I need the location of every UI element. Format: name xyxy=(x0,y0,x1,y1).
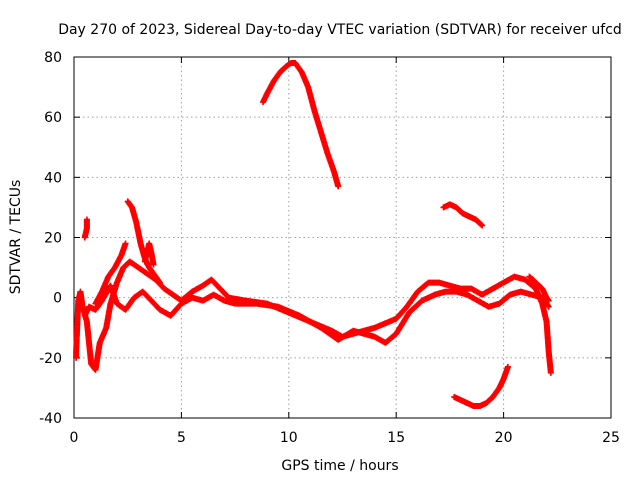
x-axis-label: GPS time / hours xyxy=(281,458,398,474)
y-tick-label: -40 xyxy=(39,411,62,427)
chart-title: Day 270 of 2023, Sidereal Day-to-day VTE… xyxy=(58,22,622,38)
series-trace-g xyxy=(260,60,342,190)
data-point xyxy=(156,279,163,286)
series-trace-i xyxy=(451,363,511,409)
data-point xyxy=(478,221,485,228)
data-point xyxy=(122,240,129,247)
series-trace-d xyxy=(124,198,163,286)
data-point xyxy=(150,261,157,268)
y-tick-label: 80 xyxy=(44,50,62,66)
y-tick-label: 40 xyxy=(44,170,62,186)
data-point xyxy=(504,363,511,370)
y-tick-label: 20 xyxy=(44,231,62,247)
data-points xyxy=(73,60,554,409)
series-trace-f xyxy=(141,240,157,268)
data-point xyxy=(545,303,552,310)
y-tick-label: 60 xyxy=(44,110,62,126)
data-point xyxy=(547,369,554,376)
y-tick-label: -20 xyxy=(39,351,62,367)
series-trace-c xyxy=(81,216,90,241)
plot-frame xyxy=(73,56,612,419)
data-point xyxy=(544,302,551,309)
data-point xyxy=(83,216,90,223)
axis-ticks: 0 5 10 15 20 25 -40 -20 0 20 40 60 80 xyxy=(39,50,620,446)
data-point xyxy=(545,297,552,304)
y-axis-label: SDTVAR / TECUs xyxy=(8,180,24,295)
x-tick-label: 5 xyxy=(177,430,186,446)
x-tick-label: 0 xyxy=(70,430,79,446)
x-tick-label: 25 xyxy=(602,430,620,446)
x-tick-label: 15 xyxy=(387,430,405,446)
series-trace-h xyxy=(440,201,486,229)
series-trace-e xyxy=(92,240,129,307)
x-tick-label: 20 xyxy=(495,430,513,446)
series-trace-j xyxy=(526,273,552,304)
y-tick-label: 0 xyxy=(53,291,62,307)
series-trace-b xyxy=(81,282,552,346)
data-point xyxy=(335,183,342,190)
data-point xyxy=(479,222,486,229)
grid xyxy=(74,57,611,418)
x-tick-label: 10 xyxy=(280,430,298,446)
